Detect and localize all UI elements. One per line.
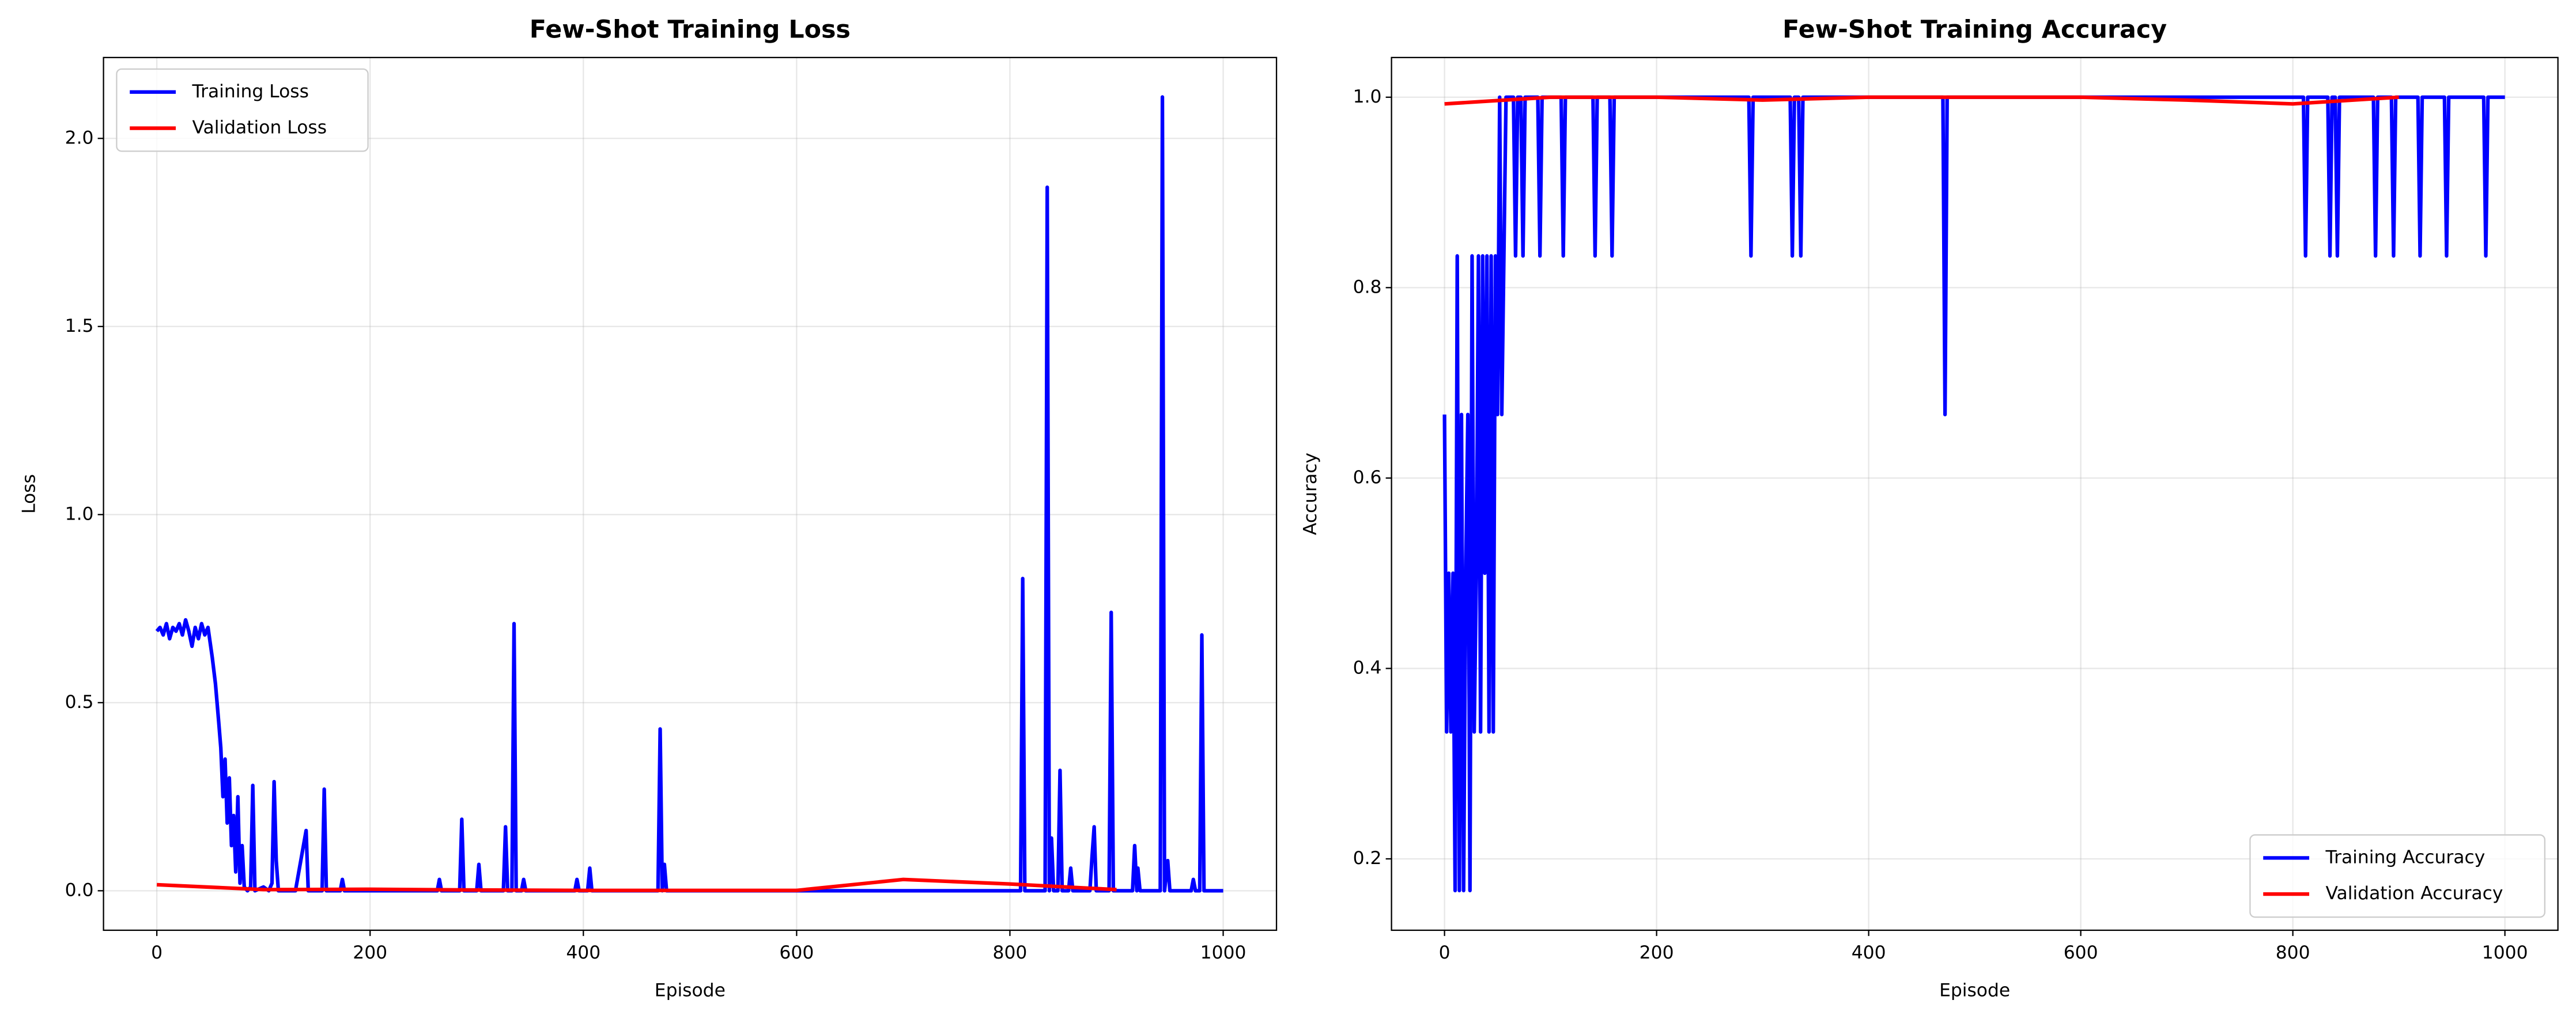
x-tick-label: 1000 [2482,942,2528,963]
y-axis-label: Loss [18,474,39,514]
x-tick-label: 200 [1640,942,1674,963]
chart-title: Few-Shot Training Accuracy [1782,16,2167,44]
data-line [156,877,1117,892]
y-axis-label: Accuracy [1300,453,1321,535]
legend-label: Training Loss [192,81,309,102]
plot-frame [103,56,1278,931]
legend: Training Loss Validation Loss [116,68,369,152]
x-tick-label: 800 [993,942,1028,963]
legend-label: Validation Accuracy [2326,883,2503,904]
legend: Training Accuracy Validation Accuracy [2249,834,2545,918]
y-tick-label: 0.8 [1353,276,1382,297]
plot-frame [1391,56,2559,931]
y-tick-label: 2.0 [65,127,94,148]
data-line [1444,95,2399,106]
legend-label: Training Accuracy [2325,847,2486,868]
y-tick-label: 1.0 [1353,86,1382,107]
y-tick-label: 0.0 [65,880,94,900]
y-tick-label: 0.4 [1353,657,1382,678]
x-tick-label: 0 [1439,942,1451,963]
x-tick-label: 400 [1852,942,1886,963]
y-tick-label: 1.0 [65,503,94,524]
data-line [155,95,1223,893]
x-tick-label: 600 [779,942,814,963]
legend-box [116,68,369,152]
x-tick-label: 600 [2064,942,2098,963]
x-tick-label: 200 [353,942,387,963]
y-tick-label: 0.5 [65,692,94,713]
legend-label: Validation Loss [192,118,327,138]
legend-box [2249,834,2545,918]
x-tick-label: 800 [2276,942,2310,963]
x-axis-label: Episode [1939,980,2010,1001]
x-tick-label: 1000 [1200,942,1247,963]
y-tick-label: 0.2 [1353,848,1382,869]
y-tick-label: 1.5 [65,316,94,336]
x-tick-label: 0 [151,942,163,963]
x-tick-label: 400 [566,942,600,963]
data-line [1442,95,2505,893]
x-axis-label: Episode [655,980,726,1001]
chart-title: Few-Shot Training Loss [530,16,851,44]
y-tick-label: 0.6 [1353,467,1382,488]
